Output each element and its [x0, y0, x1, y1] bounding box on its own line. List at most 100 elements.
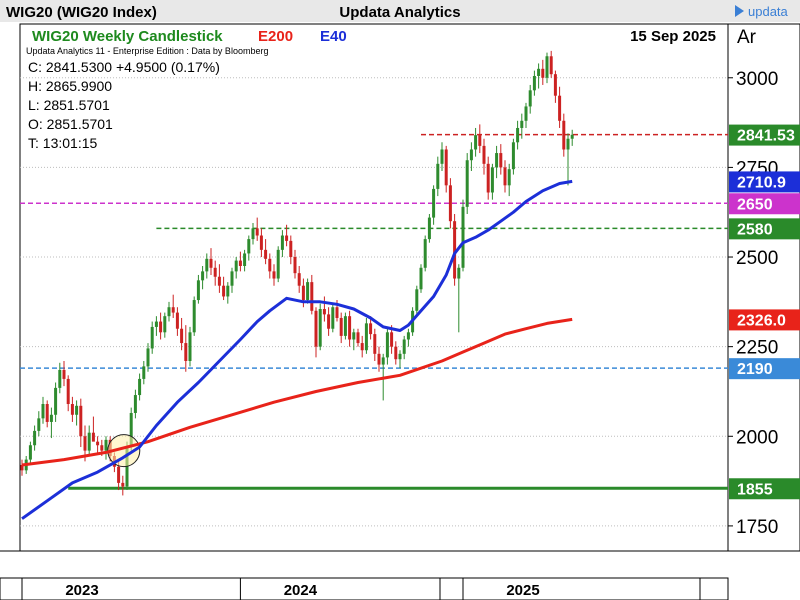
- candle-body: [62, 369, 66, 379]
- candle-body: [532, 75, 536, 91]
- candle-body: [327, 314, 331, 329]
- candle-body: [129, 412, 133, 448]
- price-label-box: [729, 218, 800, 240]
- price-axis[interactable]: [727, 23, 800, 552]
- candle-body: [343, 316, 347, 336]
- candle-body: [549, 56, 553, 75]
- candle-body: [255, 228, 259, 236]
- grid: [20, 77, 728, 527]
- candle-body: [121, 482, 125, 487]
- candle-body: [213, 267, 217, 277]
- candle-body: [133, 395, 137, 413]
- candle-body: [499, 153, 503, 168]
- candle-body: [150, 326, 154, 349]
- candle-body: [268, 258, 272, 272]
- candle-body: [352, 332, 356, 340]
- price-labels: 2841.53 2710.9 2650 2580 2326.0 2190 1855: [729, 124, 800, 500]
- price-label-box: [729, 124, 800, 146]
- candle-body: [562, 120, 566, 150]
- price-label: 2710.9: [737, 174, 786, 191]
- close-readout: C: 2841.5300 +4.9500 (0.17%): [28, 59, 220, 75]
- candle-body: [318, 309, 322, 347]
- price-label: 2580: [737, 221, 773, 238]
- x-tick-label: 2024: [284, 582, 318, 599]
- candle-body: [314, 310, 318, 347]
- candle-body: [335, 307, 339, 318]
- price-label-box: [729, 171, 800, 193]
- candle-body: [423, 239, 427, 268]
- candle-body: [511, 142, 515, 170]
- time-axis[interactable]: [0, 577, 729, 600]
- time-readout: T: 13:01:15: [28, 135, 97, 151]
- candle-body: [448, 185, 452, 222]
- candle-body: [54, 387, 58, 415]
- candle-body: [419, 267, 423, 290]
- candle-body: [503, 167, 507, 186]
- candle-body: [45, 404, 49, 422]
- candle-body: [205, 258, 209, 272]
- e200-legend: E200: [258, 28, 293, 45]
- logo-icon: [735, 5, 744, 17]
- candle-body: [247, 239, 251, 254]
- candle-body: [495, 153, 499, 168]
- candle-body: [259, 235, 263, 250]
- candle-body: [490, 167, 494, 193]
- price-label-box: [729, 478, 800, 500]
- price-label-box: [729, 358, 800, 380]
- candle-body: [251, 228, 255, 240]
- candle-body: [100, 445, 104, 451]
- candle-body: [390, 332, 394, 347]
- candle-body: [75, 405, 79, 415]
- candle-body: [553, 74, 557, 96]
- x-tick-label: 2023: [65, 582, 98, 599]
- candle-body: [381, 357, 385, 365]
- candle-body: [175, 312, 179, 329]
- candle-body: [37, 418, 41, 431]
- candle-body: [427, 217, 431, 240]
- candle-body: [385, 332, 389, 358]
- logo-text: updata: [748, 4, 789, 19]
- instrument-title: WIG20 (WIG20 Index): [6, 4, 157, 21]
- candle-body: [91, 432, 95, 442]
- candle-body: [276, 249, 280, 279]
- candle-body: [243, 253, 247, 266]
- candle-body: [457, 267, 461, 279]
- candle-body: [339, 317, 343, 336]
- candle-body: [192, 300, 196, 333]
- candle-body: [558, 95, 562, 121]
- candle-body: [167, 307, 171, 317]
- candle-body: [516, 127, 520, 143]
- candle-body: [461, 206, 465, 268]
- candle-body: [348, 316, 352, 340]
- candle-body: [402, 339, 406, 354]
- x-tick-label: 2025: [506, 582, 539, 599]
- candle-body: [570, 134, 574, 139]
- candle-body: [196, 280, 200, 301]
- candle-body: [28, 445, 32, 460]
- price-label: 2326.0: [737, 312, 786, 329]
- candle-body: [436, 163, 440, 189]
- candle-body: [331, 307, 335, 329]
- candle-body: [541, 68, 545, 78]
- candle-body: [96, 441, 100, 446]
- candle-body: [293, 257, 297, 274]
- candle-body: [117, 466, 121, 483]
- price-label: 2650: [737, 196, 773, 213]
- app-title: Updata Analytics: [339, 4, 460, 21]
- scale-mode[interactable]: Ar: [737, 27, 757, 48]
- candle-body: [184, 343, 188, 361]
- candle-body: [272, 271, 276, 279]
- y-tick-label: 2250: [736, 338, 778, 359]
- candle-body: [87, 432, 91, 451]
- candle-body: [222, 285, 226, 297]
- candle-body: [566, 138, 570, 150]
- candle-body: [406, 332, 410, 340]
- x-ticks: 2023 2024 2025: [21, 578, 701, 600]
- candle-body: [209, 258, 213, 268]
- price-label: 2841.53: [737, 128, 795, 145]
- candle-body: [154, 321, 158, 327]
- candle-body: [33, 430, 37, 446]
- y-tick-label: 2500: [736, 248, 778, 269]
- candle-body: [478, 135, 482, 146]
- candle-body: [453, 221, 457, 279]
